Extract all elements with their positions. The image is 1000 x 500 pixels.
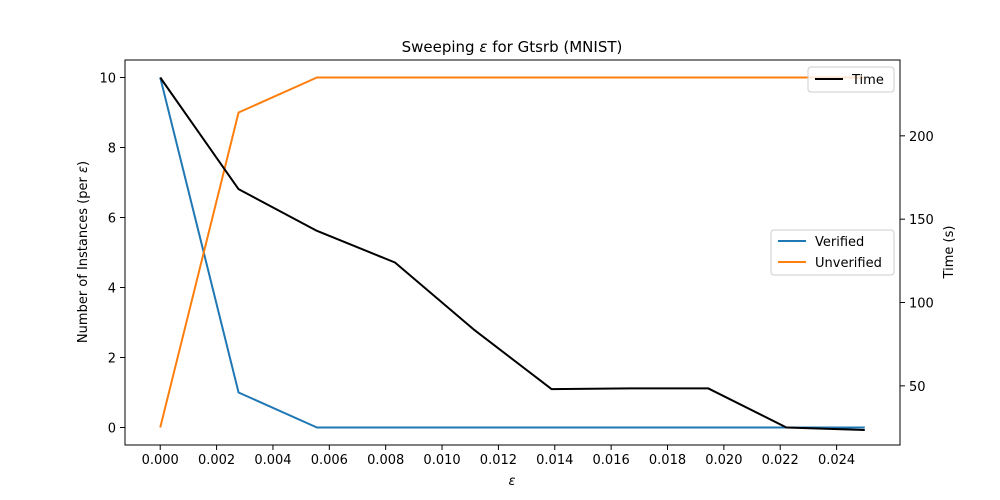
y-left-tick-label: 0 <box>108 422 116 437</box>
x-axis: 0.000 0.002 0.004 0.006 0.008 0.010 0.012 0.014… <box>142 445 855 468</box>
chart-title: Sweeping ε for Gtsrb (MNIST) <box>402 38 623 56</box>
y-right-tick-label: 50 <box>909 380 926 395</box>
plot-lines <box>159 76 865 431</box>
y-right-tick-label: 200 <box>909 130 934 145</box>
x-tick-label: 0.006 <box>311 453 348 468</box>
legend-verified-label: Verified <box>815 235 864 250</box>
x-tick-label: 0.010 <box>423 453 460 468</box>
x-tick-label: 0.014 <box>536 453 573 468</box>
x-tick-label: 0.004 <box>254 453 291 468</box>
y-axis-left-label: Number of Instances (per ε) <box>76 161 91 343</box>
legend-right-box <box>807 66 895 93</box>
y-left-tick-label: 4 <box>108 282 116 297</box>
y-axis-left: 0 2 4 6 8 10 <box>99 72 125 437</box>
legend-unverified-label: Unverified <box>815 256 882 271</box>
y-right-tick-label: 150 <box>909 213 934 228</box>
x-tick-label: 0.012 <box>480 453 517 468</box>
x-tick-label: 0.018 <box>649 453 686 468</box>
legend-left: Verified Unverified <box>770 229 895 276</box>
legend-right: Time <box>807 66 895 93</box>
y-left-tick-label: 8 <box>108 142 116 157</box>
y-left-tick-label: 2 <box>108 352 116 367</box>
x-tick-label: 0.024 <box>818 453 855 468</box>
x-axis-label: ε <box>508 474 515 489</box>
y-right-tick-label: 100 <box>909 297 934 312</box>
x-tick-label: 0.022 <box>762 453 799 468</box>
plot-frame <box>124 59 901 446</box>
legend-time-label: Time <box>851 73 884 88</box>
series-line-time <box>159 76 865 431</box>
x-tick-label: 0.020 <box>705 453 742 468</box>
x-tick-label: 0.016 <box>593 453 630 468</box>
series-line-verified <box>159 77 865 429</box>
y-left-tick-label: 10 <box>99 72 116 87</box>
series-line-unverified <box>159 76 865 428</box>
y-axis-right: 50 100 150 200 <box>900 130 934 395</box>
x-tick-label: 0.000 <box>142 453 179 468</box>
x-tick-label: 0.002 <box>198 453 235 468</box>
y-left-tick-label: 6 <box>108 212 116 227</box>
y-axis-right-label: Time (s) <box>942 226 957 280</box>
x-tick-label: 0.008 <box>367 453 404 468</box>
